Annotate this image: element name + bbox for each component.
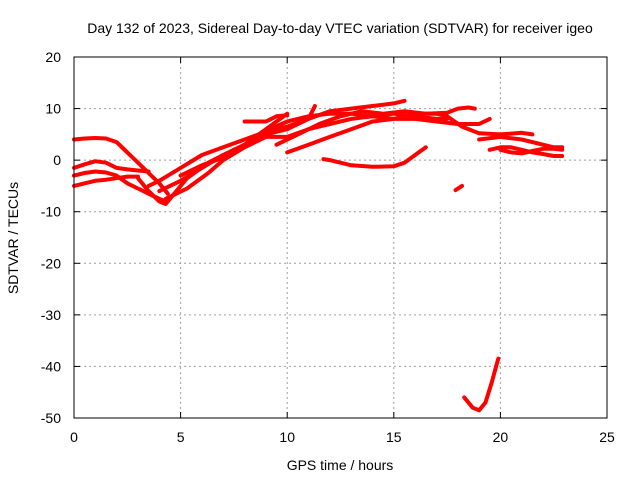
x-tick-label: 0 bbox=[70, 429, 78, 445]
series-line-arc-4 bbox=[72, 174, 140, 188]
series-line-arc-6 bbox=[146, 104, 317, 188]
x-tick-label: 10 bbox=[279, 429, 295, 445]
series-line-arc-19 bbox=[498, 146, 565, 156]
series-line-arc-13 bbox=[285, 111, 535, 155]
y-tick-label: -20 bbox=[41, 255, 61, 271]
series-line-arc-7 bbox=[157, 98, 407, 194]
y-tick-label: -10 bbox=[41, 204, 61, 220]
series-line-arc-2 bbox=[72, 159, 151, 174]
series-line-arc-8 bbox=[163, 111, 450, 201]
series-line-arc-17 bbox=[477, 134, 565, 150]
y-tick-label: 10 bbox=[45, 101, 61, 117]
series-line-arc-9 bbox=[178, 147, 236, 178]
x-tick-label: 25 bbox=[599, 429, 615, 445]
x-tick-label: 20 bbox=[493, 429, 509, 445]
y-tick-label: 0 bbox=[53, 152, 61, 168]
series-line-arc-15 bbox=[453, 183, 464, 193]
y-tick-label: -50 bbox=[41, 410, 61, 426]
series-layer bbox=[72, 98, 565, 413]
x-axis-label: GPS time / hours bbox=[287, 457, 394, 473]
y-tick-label: -30 bbox=[41, 307, 61, 323]
x-tick-label: 15 bbox=[386, 429, 402, 445]
tick-layer: 0 5 10 15 20 25 -50 -40 -30 -20 -10 0 10 20 bbox=[41, 49, 615, 445]
series-line-arc-16 bbox=[462, 356, 501, 413]
y-tick-label: 20 bbox=[45, 49, 61, 65]
series-line-arc-10 bbox=[242, 113, 290, 124]
plot-frame bbox=[73, 56, 608, 419]
series-line-arc-14 bbox=[321, 145, 428, 169]
series-line-arc-1 bbox=[72, 136, 170, 196]
series-line-arc-12 bbox=[274, 105, 477, 147]
y-tick-label: -40 bbox=[41, 358, 61, 374]
y-axis-label: SDTVAR / TECUs bbox=[5, 182, 21, 294]
chart-title: Day 132 of 2023, Sidereal Day-to-day VTE… bbox=[87, 20, 593, 36]
x-tick-label: 5 bbox=[177, 429, 185, 445]
